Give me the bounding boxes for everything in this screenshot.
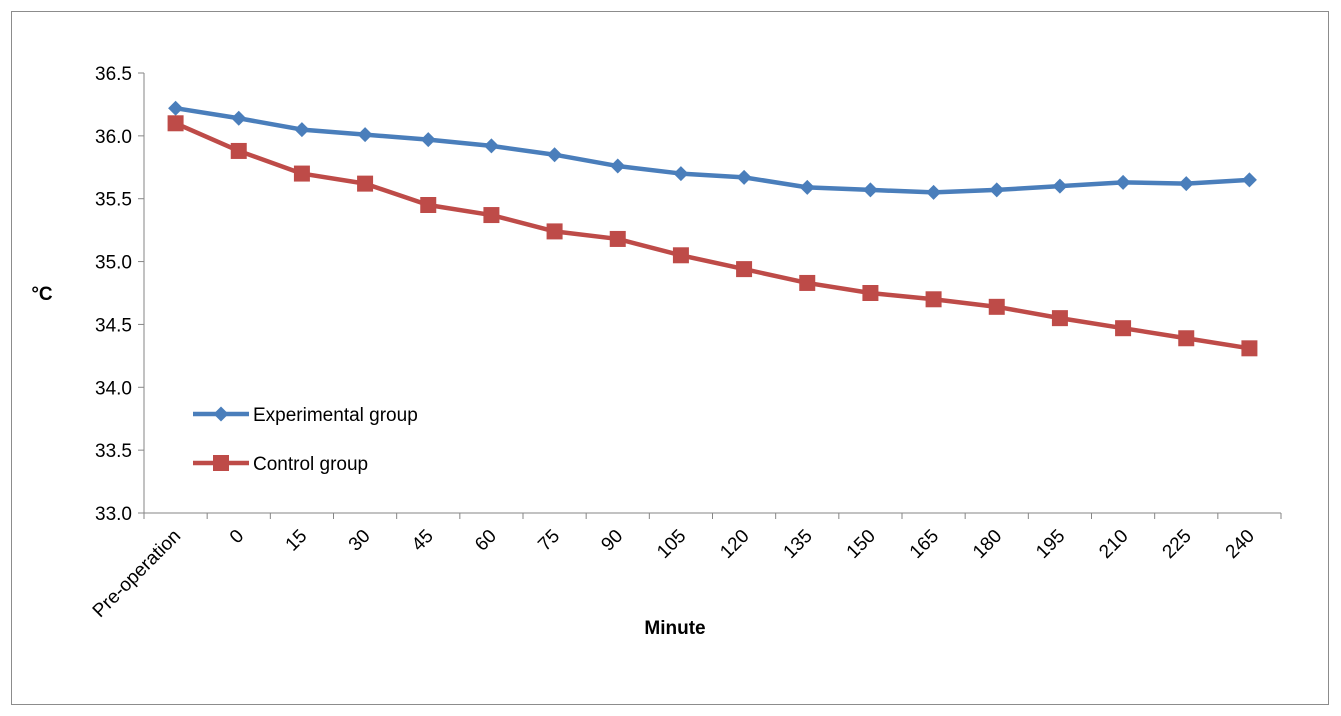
legend-item: Control group: [193, 454, 368, 475]
x-tick-labels: Pre-operation 0 15 30 45 60 75 90 105 120 135 150 16…: [89, 526, 1259, 622]
x-tick-label: 45: [408, 526, 438, 556]
legend-label: Experimental group: [253, 405, 418, 426]
x-tick-label: 90: [597, 526, 627, 556]
chart-frame: [11, 11, 1329, 705]
x-axis-title: Minute: [644, 618, 705, 639]
data-point: [294, 122, 310, 138]
data-point: [989, 182, 1005, 198]
data-point: [1178, 176, 1194, 192]
data-point: [357, 175, 374, 192]
data-point: [167, 115, 184, 132]
y-tick-label: 33.0: [95, 504, 132, 525]
y-tick-label: 36.0: [95, 127, 132, 148]
data-point: [1115, 320, 1132, 337]
x-tick-label: 225: [1159, 526, 1196, 563]
x-tick-label: 150: [843, 526, 880, 563]
x-tick-label: 210: [1095, 526, 1132, 563]
data-point: [1178, 330, 1195, 347]
data-point: [1051, 310, 1068, 327]
y-tick-label: 33.5: [95, 441, 132, 462]
data-point: [926, 184, 942, 200]
y-tick-label: 34.0: [95, 378, 132, 399]
data-point: [231, 110, 247, 126]
data-point: [799, 179, 815, 195]
data-point: [357, 127, 373, 143]
data-point: [1115, 174, 1131, 190]
y-tick-label: 35.5: [95, 190, 132, 211]
data-point: [925, 291, 942, 308]
series-line: [174, 121, 1250, 351]
legend: Experimental group Control group: [193, 405, 418, 475]
y-tick-labels: 33.0 33.5 34.0 34.5 35.0 35.5 36.0 36.5: [95, 64, 132, 525]
y-axis-title: °C: [31, 284, 53, 305]
x-tick-label: 135: [780, 526, 817, 563]
data-point: [610, 158, 626, 174]
x-tick-label: 105: [653, 526, 690, 563]
legend-item: Experimental group: [193, 405, 418, 426]
data-point: [736, 169, 752, 185]
x-tick-label: 0: [226, 526, 248, 548]
data-point: [736, 261, 753, 278]
x-tick-label: 60: [471, 526, 501, 556]
data-point: [988, 298, 1005, 315]
data-point: [547, 147, 563, 163]
data-point: [1241, 340, 1258, 357]
data-point: [799, 274, 816, 291]
x-tick-label: 180: [969, 526, 1006, 563]
y-tick-label: 35.0: [95, 253, 132, 274]
x-tick-marks: [143, 513, 1282, 519]
legend-label: Control group: [253, 454, 368, 475]
data-point: [420, 197, 437, 213]
data-point: [483, 207, 500, 224]
series-experimental-group: [168, 100, 1257, 200]
legend-marker: [213, 455, 229, 471]
data-point: [672, 247, 689, 264]
y-tick-label: 36.5: [95, 64, 132, 85]
data-point: [862, 182, 878, 198]
data-point: [862, 285, 879, 301]
series-group: [167, 100, 1258, 357]
x-tick-label: 120: [716, 526, 753, 563]
data-point: [609, 230, 626, 247]
x-tick-label: 165: [906, 526, 943, 563]
data-point: [293, 165, 310, 182]
data-point: [1052, 178, 1068, 194]
data-point: [420, 132, 436, 148]
series-control-group: [167, 115, 1258, 357]
series-line: [175, 105, 1250, 195]
data-point: [546, 223, 563, 240]
x-tick-label: 30: [345, 526, 375, 556]
data-point: [168, 100, 184, 116]
data-point: [673, 166, 689, 182]
data-point: [230, 142, 247, 159]
data-point: [483, 138, 499, 154]
x-tick-label: 240: [1222, 526, 1259, 563]
x-tick-label: Pre-operation: [89, 526, 185, 622]
x-tick-label: 15: [282, 526, 312, 556]
y-tick-label: 34.5: [95, 315, 132, 336]
x-tick-label: 195: [1032, 526, 1069, 563]
x-tick-label: 75: [534, 526, 564, 556]
y-tick-marks: [138, 72, 144, 514]
data-point: [1241, 172, 1257, 188]
legend-marker: [213, 406, 229, 422]
